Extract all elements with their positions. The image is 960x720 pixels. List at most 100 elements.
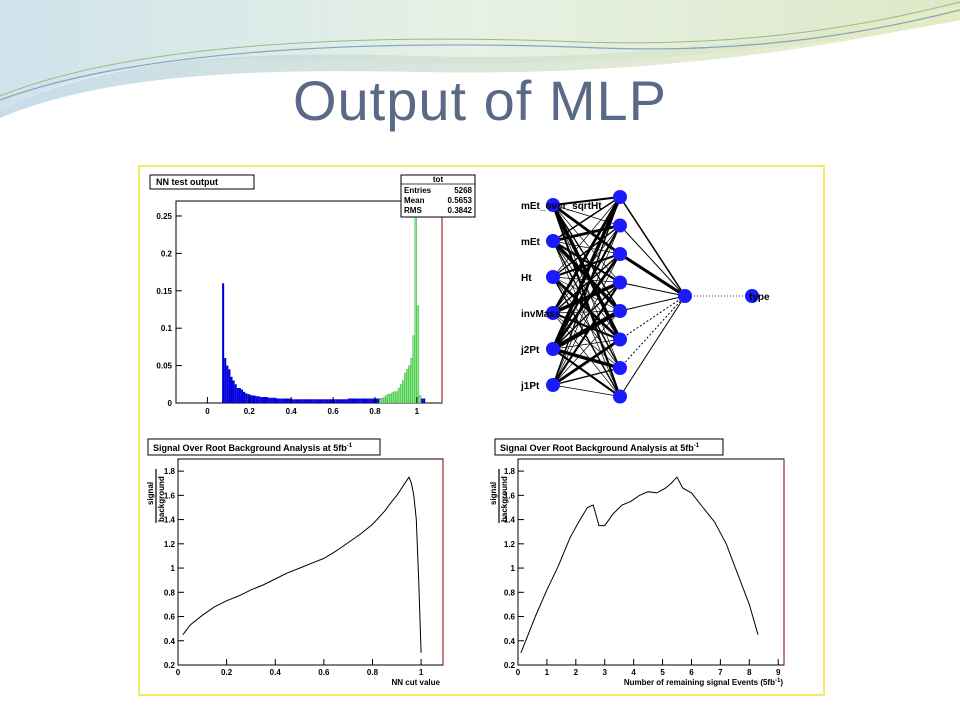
- background-bar: [322, 399, 325, 403]
- background-bar: [278, 398, 281, 403]
- sig1-xtick-label: 1: [419, 668, 424, 677]
- hist-xtick-label: 0: [205, 407, 210, 416]
- sig1-xtick-label: 0.8: [367, 668, 379, 677]
- sig2-ytick-label: 1.6: [504, 491, 516, 500]
- signal-bar: [395, 391, 399, 404]
- hist-axes: 0 0.2 0.4 0.6 0.8 1 0 0.05 0.1 0.15 0.2 0.25: [156, 212, 419, 416]
- background-bar: [314, 399, 317, 403]
- input-hidden-connection: [552, 339, 621, 350]
- background-bar: [236, 388, 239, 403]
- target-node: [745, 289, 759, 303]
- background-bar: [318, 399, 321, 403]
- background-bar: [261, 397, 264, 403]
- background-bar: [354, 398, 357, 403]
- input-hidden-connection: [552, 310, 621, 314]
- background-bar: [293, 399, 296, 403]
- background-bar: [362, 398, 365, 403]
- input-hidden-connection: [552, 276, 621, 397]
- hidden-node: [613, 190, 627, 204]
- header-swoosh-decoration: [0, 0, 960, 118]
- hidden-output-connection: [619, 295, 686, 340]
- background-bar: [301, 399, 304, 403]
- input-hidden-connection: [552, 282, 621, 350]
- signal-bar: [402, 380, 405, 404]
- signal-bar: [418, 395, 422, 404]
- nn-output-histogram-panel: NN test output 0 0.2 0.4 0.6 0.8 1 0 0.05 0.1 0.1…: [149, 174, 476, 416]
- sig1-ytick-label: 0.4: [164, 637, 176, 646]
- background-bar: [316, 399, 319, 403]
- background-bar: [247, 394, 250, 403]
- background-bar: [303, 399, 306, 403]
- stats-name: tot: [433, 175, 444, 184]
- sig2-ytick-label: 1.2: [504, 540, 516, 549]
- background-bar: [297, 399, 300, 403]
- background-bar: [284, 398, 288, 403]
- sig2-curve: [520, 476, 759, 654]
- sig2-xtick-label: 3: [603, 668, 608, 677]
- background-bar: [299, 399, 302, 403]
- signal-bar: [391, 392, 394, 404]
- input-node: [546, 306, 560, 320]
- sig1-xtick-label: 0.4: [270, 668, 282, 677]
- sig1-ytick-label: 1.2: [164, 540, 176, 549]
- hist-xtick-label: 0.4: [286, 407, 298, 416]
- input-hidden-connection: [552, 312, 621, 341]
- background-bar: [259, 397, 262, 403]
- background-bar: [263, 397, 267, 403]
- background-bar: [335, 399, 338, 403]
- sig1-ytick-label: 1.8: [164, 467, 176, 476]
- sig1-xtick-label: 0.6: [318, 668, 330, 677]
- background-bar: [374, 398, 378, 403]
- input-hidden-connection: [552, 384, 621, 397]
- hist-title-box: [149, 174, 255, 190]
- signal-bar: [414, 215, 418, 404]
- mlp-network-diagram: mEt_over_sqrtHt mEt Ht invMass j2Pt j1Pt…: [520, 190, 770, 404]
- stats-value-entries: 5268: [454, 186, 472, 195]
- input-node: [546, 342, 560, 356]
- hidden-node: [613, 247, 627, 261]
- background-bar: [238, 388, 241, 403]
- sig1-ytick-label: 0.8: [164, 588, 176, 597]
- sig1-xlabel: NN cut value: [392, 678, 441, 687]
- sig1-ytick-label: 1.4: [164, 516, 176, 525]
- signal-bar: [385, 395, 388, 404]
- input-label-j2Pt: j2Pt: [520, 345, 540, 356]
- input-hidden-connection: [552, 276, 621, 312]
- background-bar: [377, 398, 380, 403]
- background-bar: [351, 398, 355, 403]
- background-bar: [356, 398, 359, 403]
- background-bar: [343, 399, 346, 403]
- sig1-ytick-label: 0.2: [164, 661, 176, 670]
- background-bar: [255, 396, 258, 403]
- input-hidden-connection: [552, 348, 621, 398]
- stats-box: [400, 174, 476, 218]
- background-bar: [240, 389, 244, 403]
- background-bar: [370, 398, 373, 403]
- background-bar: [366, 398, 369, 403]
- input-hidden-connection: [552, 253, 621, 386]
- background-bar: [276, 398, 279, 403]
- signal-bar: [397, 387, 401, 404]
- sig2-ytick-label: 0.2: [504, 661, 516, 670]
- background-bar: [280, 398, 283, 403]
- background-bar: [310, 399, 313, 403]
- hidden-node: [613, 218, 627, 233]
- background-bar: [337, 399, 340, 403]
- background-bar: [228, 369, 231, 403]
- hidden-output-connection: [619, 282, 686, 297]
- sig2-ytick-label: 0.4: [504, 637, 516, 646]
- input-hidden-connection: [552, 275, 621, 341]
- hidden-output-connection: [619, 252, 686, 298]
- input-hidden-connection: [552, 224, 621, 350]
- sig2-xtick-label: 6: [689, 668, 694, 677]
- sig2-ytick-label: 0.8: [504, 588, 516, 597]
- background-bar: [287, 398, 290, 403]
- input-hidden-connection: [552, 310, 621, 386]
- background-bar: [324, 399, 327, 403]
- signal-bar: [412, 335, 415, 404]
- hist-ytick-label: 0.25: [156, 212, 172, 221]
- input-hidden-connection: [552, 196, 621, 386]
- input-node: [546, 234, 560, 248]
- input-node: [546, 378, 560, 392]
- hist-xtick-label: 0.6: [328, 407, 340, 416]
